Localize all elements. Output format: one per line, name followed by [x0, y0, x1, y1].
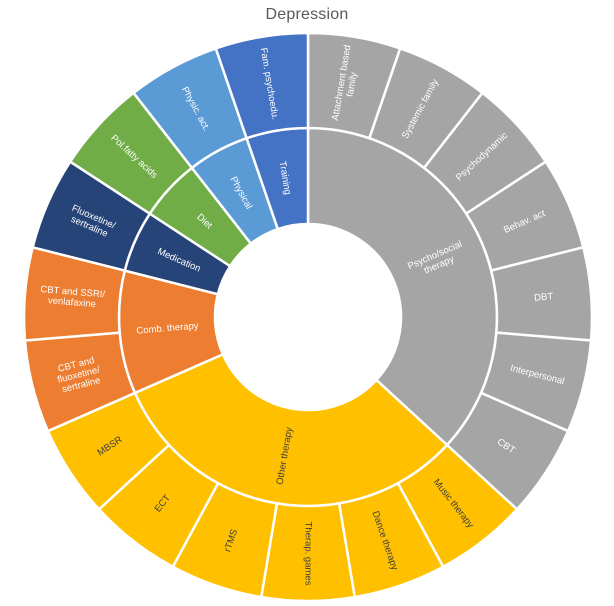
outer-segment-fam-psychoedu[interactable] [214, 31, 310, 140]
chart-title: Depression [265, 6, 349, 23]
